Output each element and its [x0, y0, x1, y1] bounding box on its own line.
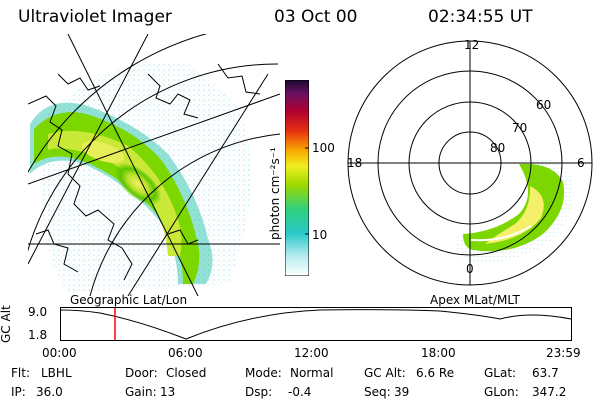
timeline-x-tick-1800: 18:00 — [421, 346, 456, 360]
colorbar — [285, 80, 309, 276]
info-glon-label: GLon: — [484, 385, 519, 399]
info-glat-label: GLat: — [484, 366, 517, 380]
lat-label-60: 60 — [536, 98, 552, 112]
info-ip-value: 36.0 — [36, 385, 63, 399]
lat-label-70: 70 — [512, 121, 528, 135]
info-seq-value: 39 — [394, 385, 410, 399]
info-glon-value: 347.2 — [532, 385, 567, 399]
geographic-image — [28, 34, 280, 296]
info-dsp-label: Dsp: — [245, 385, 273, 399]
timeline-y-axis-label: GC Alt — [0, 305, 13, 343]
info-ip-label: IP: — [11, 385, 26, 399]
mlt-label-0: 0 — [466, 262, 474, 276]
timeline-y-tick-min: 1.8 — [28, 328, 48, 342]
date-label: 03 Oct 00 — [274, 7, 358, 27]
info-flt-label: Flt: — [11, 366, 30, 380]
left-plot-caption: Geographic Lat/Lon — [70, 293, 188, 307]
info-mode-label: Mode: — [245, 366, 282, 380]
altitude-timeline — [60, 307, 572, 341]
info-gcalt-value: 6.6 Re — [416, 366, 455, 380]
info-door-label: Door: — [125, 366, 158, 380]
polar-plot — [347, 40, 593, 286]
right-plot-caption: Apex MLat/MLT — [430, 293, 520, 307]
info-dsp-value: -0.4 — [288, 385, 312, 399]
info-flt-value: LBHL — [41, 366, 72, 380]
timeline-x-tick-1200: 12:00 — [294, 346, 329, 360]
mlt-label-12: 12 — [464, 38, 480, 52]
lat-label-80: 80 — [490, 141, 506, 155]
info-seq-label: Seq: — [364, 385, 391, 399]
instrument-title: Ultraviolet Imager — [18, 7, 172, 27]
colorbar-unit-label: photon cm⁻²s⁻¹ — [268, 147, 282, 240]
time-label: 02:34:55 UT — [428, 7, 533, 27]
mlt-label-6: 6 — [577, 156, 585, 170]
info-gcalt-label: GC Alt: — [364, 366, 406, 380]
timeline-x-tick-2359: 23:59 — [546, 346, 581, 360]
info-door-value: Closed — [166, 366, 207, 380]
colorbar-tick-100: 100 — [312, 141, 335, 155]
timeline-x-tick-0000: 00:00 — [42, 346, 77, 360]
info-gain-value: 13 — [160, 385, 176, 399]
info-gain-label: Gain: — [125, 385, 157, 399]
info-glat-value: 63.7 — [532, 366, 559, 380]
info-mode-value: Normal — [290, 366, 334, 380]
timeline-x-tick-0600: 06:00 — [168, 346, 203, 360]
colorbar-tick-10: 10 — [312, 228, 328, 242]
mlt-label-18: 18 — [347, 156, 363, 170]
timeline-y-tick-max: 9.0 — [28, 305, 48, 319]
